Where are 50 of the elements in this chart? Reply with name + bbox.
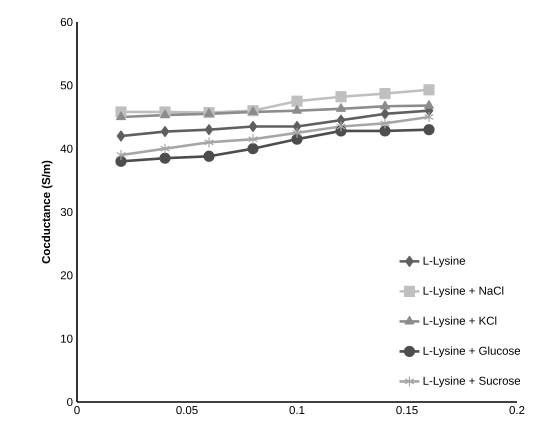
y-tick-label: 10 bbox=[61, 334, 73, 343]
point bbox=[203, 150, 215, 162]
point bbox=[380, 108, 390, 120]
point bbox=[116, 149, 126, 161]
legend-label: L-Lysine + KCl bbox=[424, 316, 496, 328]
legend-label: L-Lysine + NaCl bbox=[424, 286, 504, 298]
y-tick-label: 20 bbox=[60, 271, 73, 280]
point bbox=[336, 120, 346, 132]
point bbox=[380, 100, 390, 110]
point bbox=[380, 118, 390, 129]
x-tick-label: 0 bbox=[74, 406, 80, 414]
y-axis-title: Cocductance (S/m) bbox=[42, 160, 52, 264]
point bbox=[116, 130, 126, 142]
point bbox=[379, 88, 391, 100]
point bbox=[335, 91, 347, 102]
point bbox=[248, 120, 258, 132]
point bbox=[291, 96, 303, 107]
point bbox=[379, 125, 391, 137]
y-tick-label: 60 bbox=[60, 18, 73, 26]
point bbox=[160, 110, 170, 118]
point bbox=[336, 103, 346, 112]
point bbox=[291, 134, 303, 145]
y-tick-label: 50 bbox=[60, 81, 73, 90]
point bbox=[204, 124, 214, 136]
x-tick-label: 0.05 bbox=[176, 406, 198, 414]
y-tick-label: 30 bbox=[60, 208, 73, 216]
point bbox=[116, 111, 126, 120]
point bbox=[292, 120, 302, 132]
point bbox=[159, 152, 171, 164]
point bbox=[423, 84, 435, 96]
y-tick-label: 0 bbox=[67, 398, 73, 406]
point bbox=[160, 126, 170, 138]
x-tick-label: 0.2 bbox=[509, 406, 524, 414]
point bbox=[160, 143, 170, 154]
point bbox=[423, 124, 435, 136]
point bbox=[336, 114, 346, 126]
point bbox=[204, 136, 214, 148]
legend-label: L-Lysine bbox=[424, 256, 466, 268]
point bbox=[247, 143, 259, 154]
point bbox=[424, 100, 434, 109]
y-tick-label: 40 bbox=[60, 144, 73, 153]
point bbox=[248, 134, 258, 145]
point bbox=[292, 127, 302, 138]
point bbox=[292, 105, 302, 114]
x-tick-label: 0.15 bbox=[396, 406, 418, 414]
legend-label: L-Lysine + Sucrose bbox=[424, 376, 520, 388]
legend-label: L-Lysine + Glucose bbox=[424, 346, 520, 358]
x-tick-label: 0.1 bbox=[289, 406, 304, 414]
point bbox=[115, 156, 127, 167]
point bbox=[424, 111, 434, 123]
